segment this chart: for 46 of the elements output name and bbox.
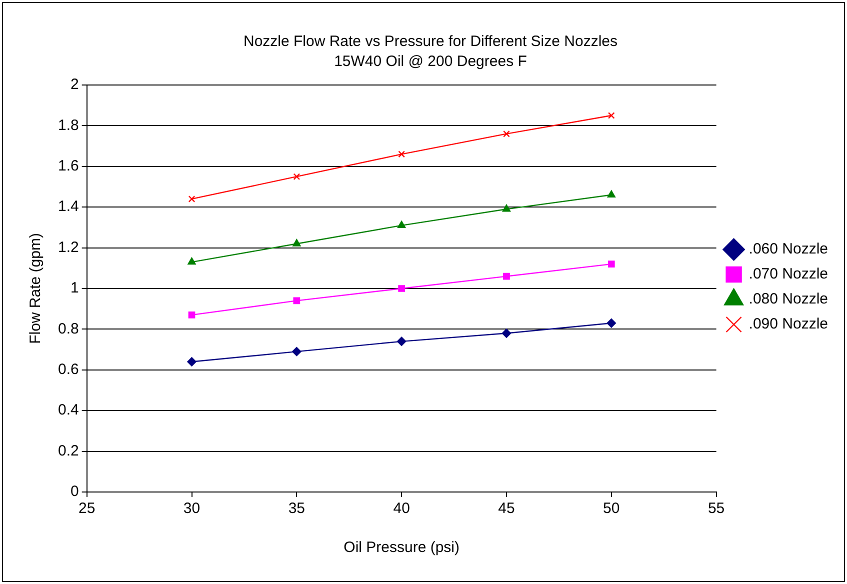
point (396, 336, 406, 346)
point (606, 318, 616, 328)
y-tick-label: 0.8 (58, 320, 79, 338)
x-tick-label: 50 (603, 500, 620, 518)
y-axis-title: Flow Rate (gpm) (27, 233, 44, 344)
point (398, 285, 405, 292)
x-tick-label: 30 (183, 500, 200, 518)
y-tick-label: 1 (70, 280, 79, 297)
x-axis-title: Oil Pressure (psi) (344, 539, 460, 556)
chart-title: Nozzle Flow Rate vs Pressure for Different Size Nozzles (243, 33, 618, 50)
point (292, 239, 301, 246)
point (502, 204, 511, 212)
point (293, 173, 300, 180)
point (188, 257, 196, 265)
point (607, 190, 616, 198)
point (502, 328, 512, 338)
legend-label: .070 Nozzle (748, 266, 828, 283)
point (187, 357, 196, 366)
point (608, 260, 615, 268)
point (293, 297, 300, 304)
y-tick-label: 2 (70, 76, 79, 94)
x-tick-label: 40 (393, 500, 410, 518)
point (503, 272, 510, 280)
point (608, 112, 615, 119)
point (188, 312, 196, 318)
point (398, 150, 405, 158)
y-tick-label: 1.4 (58, 198, 79, 216)
point (292, 346, 302, 356)
y-tick-label: 1.8 (58, 116, 79, 134)
y-tick-label: 0.6 (58, 361, 79, 378)
chart-subtitle: 15W40 Oil @ 200 Degrees F (334, 53, 527, 70)
point (188, 196, 196, 202)
legend-label: .080 Nozzle (748, 290, 828, 308)
legend-label: .090 Nozzle (748, 316, 828, 333)
y-tick-label: 0.4 (58, 402, 79, 419)
x-tick-label: 35 (288, 500, 306, 518)
y-tick-label: 0 (70, 483, 79, 500)
point (503, 130, 510, 138)
y-tick-label: 1.2 (58, 238, 79, 256)
y-tick-label: 0.2 (58, 442, 79, 460)
x-tick-label: 45 (498, 500, 515, 518)
point (398, 220, 406, 228)
x-tick-label: 25 (78, 500, 96, 518)
y-tick-label: 1.6 (58, 158, 79, 175)
legend-label: .060 Nozzle (748, 240, 828, 258)
x-tick-label: 55 (708, 500, 725, 518)
